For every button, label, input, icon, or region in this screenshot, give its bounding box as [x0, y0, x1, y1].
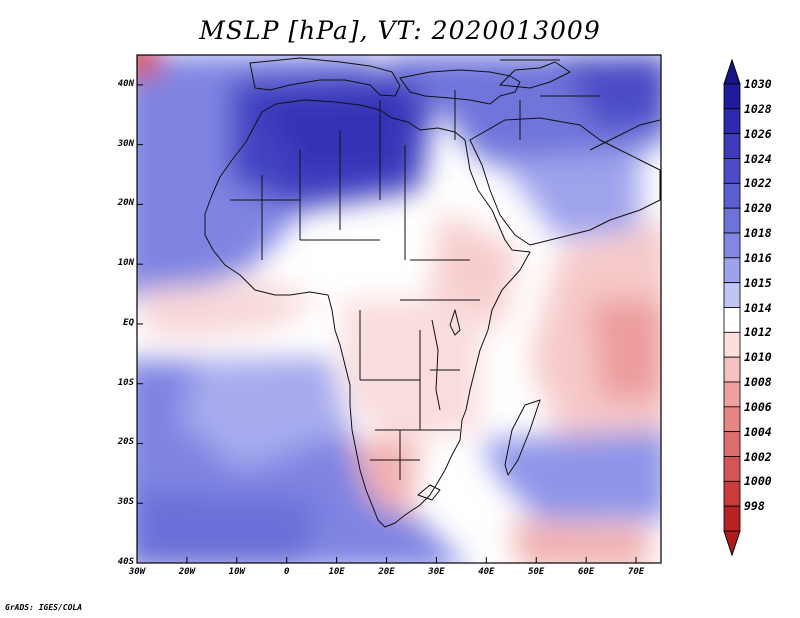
colorbar-label: 1018: [744, 226, 772, 240]
lat-label-eq: EQ: [123, 317, 134, 328]
grads-credit: GrADS: IGES/COLA: [5, 603, 83, 612]
colorbar-label: 1008: [744, 375, 772, 389]
lat-label-30s: 30S: [117, 497, 134, 508]
lat-label-40s: 40S: [117, 557, 134, 567]
lon-label-40e: 40E: [478, 567, 495, 577]
colorbar-label: 1022: [744, 176, 772, 191]
lon-label-10e: 10E: [328, 567, 345, 577]
lat-label-40n: 40N: [117, 78, 134, 89]
pressure-field: [137, 55, 661, 563]
lon-label-60e: 60E: [578, 567, 595, 577]
colorbar-label: 1024: [744, 151, 772, 166]
colorbar-label: 998: [744, 499, 765, 514]
lon-label-20w: 20W: [178, 567, 196, 577]
colorbar-label: 1020: [744, 201, 772, 216]
lon-label-20e: 20E: [378, 567, 395, 577]
colorbar-label: 1006: [744, 399, 772, 414]
colorbar-label: 1026: [744, 126, 772, 141]
lat-label-30n: 30N: [117, 138, 134, 149]
lon-label-0: 0: [283, 567, 290, 577]
colorbar-label: 1002: [744, 449, 772, 464]
axis-ticks: [136, 84, 637, 564]
lon-label-30e: 30E: [428, 567, 445, 577]
colorbar-label: 1014: [744, 300, 772, 315]
lon-label-10w: 10W: [228, 567, 245, 577]
lon-label-50e: 50E: [528, 567, 545, 577]
lon-label-30w: 30W: [128, 567, 146, 577]
colorbar-label: 1030: [744, 77, 772, 91]
lon-label-70e: 70E: [627, 567, 645, 577]
lat-label-10n: 10N: [117, 258, 134, 269]
colorbar-label: 1015: [744, 275, 772, 290]
colorbar-label: 1004: [744, 424, 772, 439]
colorbar-label: 1000: [744, 474, 772, 489]
colorbar-label: 1012: [744, 325, 772, 340]
colorbar-label: 1028: [744, 101, 772, 116]
colorbar-label: 1016: [744, 250, 772, 265]
map-title: MSLP [hPa], VT: 2020013009: [199, 16, 601, 45]
lat-label-20n: 20N: [117, 198, 134, 209]
lat-label-10s: 10S: [117, 377, 134, 388]
plot-frame: [136, 54, 662, 564]
colorbar-label: 1010: [744, 350, 772, 365]
coastlines: [204, 57, 661, 528]
lat-label-20s: 20S: [117, 437, 134, 448]
